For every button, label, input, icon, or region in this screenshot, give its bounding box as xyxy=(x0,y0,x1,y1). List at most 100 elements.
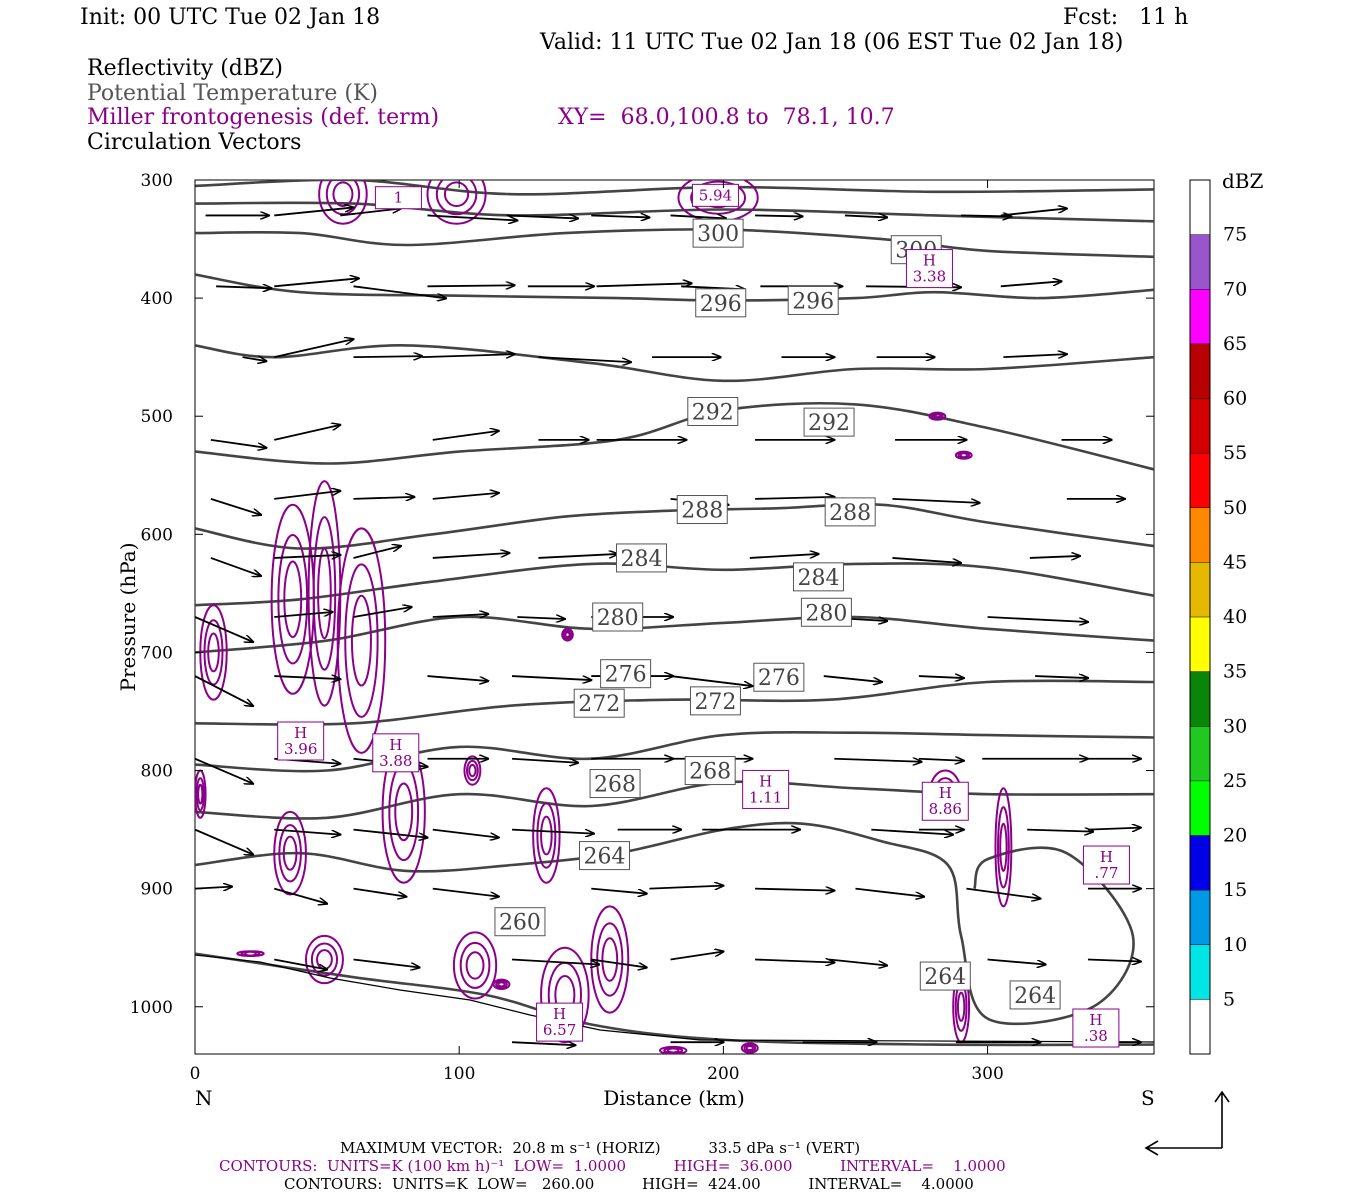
theta-label-text: 288 xyxy=(681,499,723,524)
miller-max-label: H3.96 xyxy=(277,721,325,761)
theta-label-text: 280 xyxy=(597,606,639,631)
miller-label-text: 5.94 xyxy=(699,186,732,204)
miller-feature xyxy=(426,180,487,225)
circulation-vector xyxy=(987,616,1088,622)
theta-label-292: 292 xyxy=(803,407,855,437)
colorbar-label: 25 xyxy=(1223,770,1247,792)
circulation-vector xyxy=(511,828,594,834)
circulation-vector xyxy=(427,285,514,286)
miller-label-text: H xyxy=(923,252,936,270)
miller-contour xyxy=(658,1045,688,1054)
miller-contour xyxy=(492,978,511,991)
theta-label-276: 276 xyxy=(753,662,805,692)
colorbar-swatch xyxy=(1190,944,1210,1000)
valid-time: Valid: 11 UTC Tue 02 Jan 18 (06 EST Tue … xyxy=(540,30,1124,55)
miller-contour xyxy=(466,759,479,782)
circulation-vector xyxy=(353,546,402,559)
y-tick-label: 600 xyxy=(141,525,173,545)
miller-contour xyxy=(959,452,968,459)
miller-max-label: 5.94 xyxy=(691,183,739,207)
miller-label-text: 3.88 xyxy=(379,752,412,770)
circulation-vector xyxy=(432,828,499,838)
miller-contour xyxy=(536,802,557,869)
circulation-vector xyxy=(511,958,599,965)
theta-contour-288 xyxy=(195,502,1154,550)
miller-max-label: H6.57 xyxy=(536,1002,584,1042)
colorbar-swatch xyxy=(1190,234,1210,290)
terrain-line xyxy=(195,954,1154,1043)
theta-contour-268 xyxy=(195,780,1154,820)
miller-contour xyxy=(317,547,332,640)
legend-miller: Miller frontogenesis (def. term) xyxy=(87,105,440,130)
miller-label-text: 8.86 xyxy=(929,800,962,818)
theta-contour-272 xyxy=(195,730,1154,773)
miller-contour xyxy=(532,787,561,884)
theta-label-box xyxy=(792,562,844,592)
theta-label-text: 272 xyxy=(694,690,736,715)
circulation-vector xyxy=(823,675,882,682)
theta-label-264: 264 xyxy=(578,841,630,871)
circulation-vector xyxy=(591,887,646,894)
theta-label-box xyxy=(787,285,839,315)
miller-label-text: H xyxy=(389,736,402,754)
theta-label-box xyxy=(687,396,739,426)
circulation-vector xyxy=(844,215,887,217)
miller-feature xyxy=(994,787,1013,908)
colorbar-swatch xyxy=(1190,999,1210,1054)
miller-contour xyxy=(666,1047,680,1054)
theta-label-280: 280 xyxy=(800,597,852,627)
miller-label-box xyxy=(536,1002,584,1042)
x-tick-label: 100 xyxy=(443,1064,475,1084)
miller-feature xyxy=(270,503,315,695)
theta-label-272: 272 xyxy=(689,686,741,716)
theta-label-box xyxy=(589,769,641,799)
circulation-vector xyxy=(432,493,499,500)
miller-max-label: H1.11 xyxy=(742,769,790,809)
miller-feature xyxy=(307,480,342,707)
miller-contour xyxy=(394,782,414,842)
miller-contour xyxy=(312,516,337,671)
miller-contour xyxy=(745,1045,754,1052)
miller-feature xyxy=(304,934,344,985)
colorbar-label: 5 xyxy=(1223,988,1235,1010)
miller-feature xyxy=(195,769,207,819)
circulation-vector xyxy=(432,553,510,559)
theta-label-text: 268 xyxy=(689,760,731,785)
circulation-vector xyxy=(918,759,964,761)
circulation-vector xyxy=(596,283,692,286)
miller-label-text: H xyxy=(294,724,307,742)
miller-max-label: 1 xyxy=(374,186,422,210)
miller-label-text: H xyxy=(1089,1011,1102,1029)
theta-label-264: 264 xyxy=(1009,980,1061,1010)
theta-label-box xyxy=(695,288,747,318)
miller-contour xyxy=(277,534,309,665)
theta-label-text: 260 xyxy=(499,911,541,936)
theta-label-box xyxy=(578,841,630,871)
forecast-hour: Fcst: 11 h xyxy=(1063,5,1189,30)
theta-contour-312 xyxy=(195,180,1154,196)
circulation-vector xyxy=(755,215,803,216)
miller-contour xyxy=(278,824,302,883)
miller-max-label: H3.38 xyxy=(905,249,953,289)
circulation-vector xyxy=(649,886,723,889)
miller-label-text: H xyxy=(759,772,772,790)
miller-contour xyxy=(452,931,498,1000)
circulation-vector xyxy=(210,557,261,576)
circulation-vector xyxy=(353,887,407,897)
circulation-vector xyxy=(749,554,819,559)
miller-contour xyxy=(956,991,966,1022)
circulation-vector xyxy=(987,958,1046,965)
theta-contour-260 xyxy=(195,952,1154,1047)
colorbar-title: dBZ xyxy=(1222,169,1264,193)
theta-label-box xyxy=(494,907,546,937)
miller-label-text: .38 xyxy=(1084,1027,1108,1045)
colorbar-label: 15 xyxy=(1223,879,1247,901)
miller-contour xyxy=(332,181,354,207)
cross-section-endpoints: XY= 68.0,100.8 to 78.1, 10.7 xyxy=(558,105,895,130)
theta-label-box xyxy=(684,756,736,786)
miller-contour xyxy=(273,810,307,896)
theta-label-box xyxy=(692,218,744,248)
circulation-vector xyxy=(427,675,488,681)
theta-label-box xyxy=(573,688,625,718)
circulation-vector xyxy=(353,607,412,618)
